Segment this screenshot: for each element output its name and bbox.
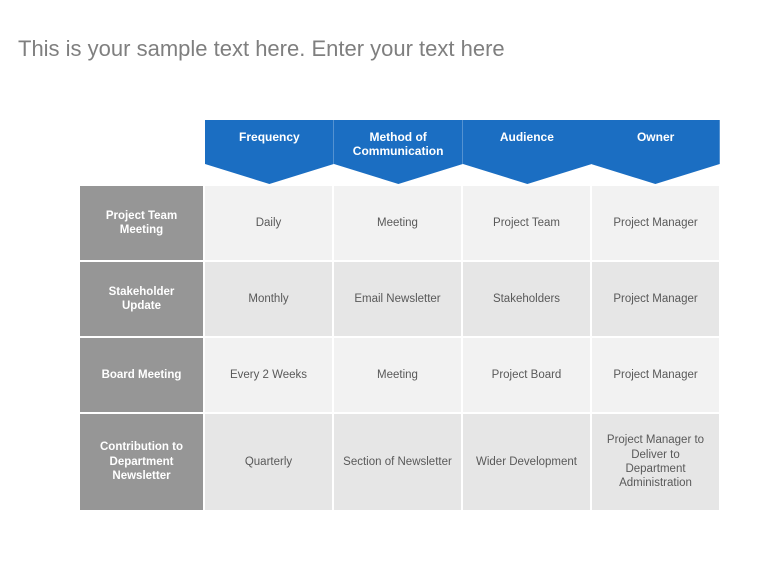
table-header-row: Frequency Method of Communication Audien…	[205, 120, 720, 184]
table-cell: Project Board	[463, 336, 592, 412]
table-cell: Email Newsletter	[334, 260, 463, 336]
table-cell: Every 2 Weeks	[205, 336, 334, 412]
table-header-cell: Audience	[463, 120, 592, 184]
row-label: Contribution to Department Newsletter	[80, 412, 205, 510]
page-title: This is your sample text here. Enter you…	[18, 36, 750, 62]
table-cell: Quarterly	[205, 412, 334, 510]
table-header-cell: Owner	[591, 120, 720, 184]
table-cell: Project Team	[463, 184, 592, 260]
communication-table: Frequency Method of Communication Audien…	[80, 120, 720, 510]
chevron-header: Frequency	[205, 120, 334, 184]
table-cell: Project Manager	[592, 260, 721, 336]
row-label: Stakeholder Update	[80, 260, 205, 336]
table-cell: Wider Development	[463, 412, 592, 510]
table-cell: Stakeholders	[463, 260, 592, 336]
table-header-cell: Frequency	[205, 120, 334, 184]
table-cell: Project Manager	[592, 336, 721, 412]
row-label: Board Meeting	[80, 336, 205, 412]
table-cell: Section of Newsletter	[334, 412, 463, 510]
table-cell: Monthly	[205, 260, 334, 336]
table-cell: Daily	[205, 184, 334, 260]
table-body: Project Team Meeting Daily Meeting Proje…	[80, 184, 720, 510]
column-label: Frequency	[239, 130, 300, 144]
column-label: Audience	[500, 130, 554, 144]
column-label: Method of Communication	[340, 130, 457, 159]
table-header-cell: Method of Communication	[334, 120, 463, 184]
table-cell: Project Manager	[592, 184, 721, 260]
table-cell: Meeting	[334, 336, 463, 412]
table-cell: Meeting	[334, 184, 463, 260]
chevron-header: Audience	[463, 120, 592, 184]
chevron-header: Method of Communication	[334, 120, 463, 184]
chevron-header: Owner	[591, 120, 720, 184]
column-label: Owner	[637, 130, 674, 144]
table-cell: Project Manager to Deliver to Department…	[592, 412, 721, 510]
row-label: Project Team Meeting	[80, 184, 205, 260]
